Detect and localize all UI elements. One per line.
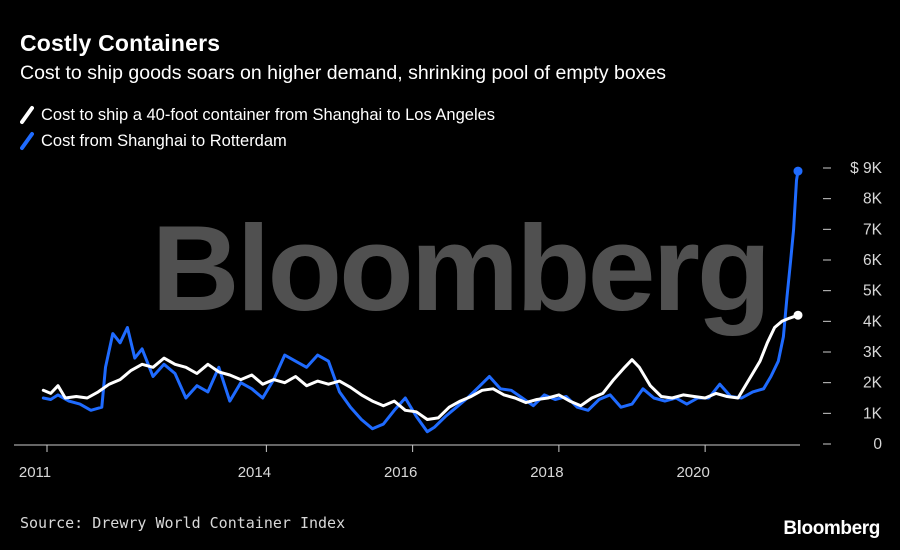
- legend-label-rotterdam: Cost from Shanghai to Rotterdam: [41, 131, 287, 150]
- y-tick-label-5000: 5K: [863, 283, 883, 300]
- y-tick-label-6000: 6K: [863, 252, 883, 269]
- y-tick-label-0: 0: [873, 436, 882, 453]
- y-tick-label-4000: 4K: [863, 313, 883, 330]
- legend-item-la: Cost to ship a 40-foot container from Sh…: [20, 104, 495, 126]
- y-tick-label-7000: 7K: [863, 221, 883, 238]
- x-tick-label-2011: 2011: [19, 464, 51, 481]
- y-tick-label-3000: 3K: [863, 344, 883, 361]
- x-tick-label-2020: 2020: [676, 464, 709, 481]
- y-tick-label-9000: $ 9K: [850, 160, 883, 177]
- legend-label-la: Cost to ship a 40-foot container from Sh…: [41, 105, 496, 124]
- x-tick-label-2014: 2014: [238, 464, 271, 481]
- series-end-point-rotterdam: [793, 166, 803, 176]
- y-tick-label-8000: 8K: [863, 191, 883, 208]
- legend-item-rotterdam: Cost from Shanghai to Rotterdam: [20, 130, 287, 152]
- series-line-la: [41, 313, 800, 421]
- y-tick-label-2000: 2K: [863, 375, 883, 392]
- source-note: Source: Drewry World Container Index: [20, 514, 346, 532]
- brand-logo: Bloomberg: [783, 518, 880, 539]
- x-tick-label-2018: 2018: [530, 464, 563, 481]
- series-end-point-la: [793, 310, 803, 320]
- chart-title: Costly Containers: [20, 30, 221, 56]
- x-tick-label-2016: 2016: [384, 464, 417, 481]
- bloomberg-watermark: Bloomberg: [152, 200, 769, 336]
- chart-subtitle: Cost to ship goods soars on higher deman…: [20, 62, 667, 84]
- y-tick-label-1000: 1K: [863, 405, 883, 422]
- legend-swatch-rotterdam: [20, 131, 34, 151]
- legend-swatch-la: [20, 105, 34, 125]
